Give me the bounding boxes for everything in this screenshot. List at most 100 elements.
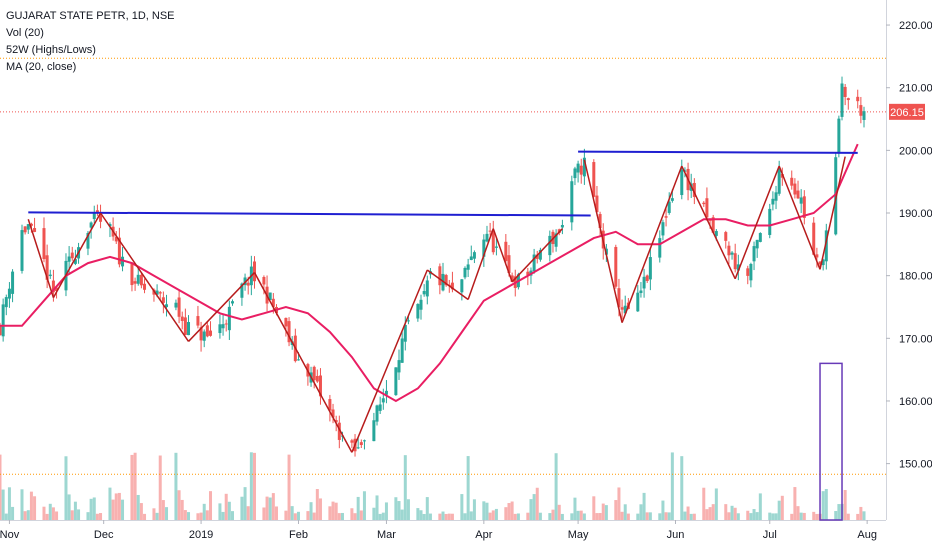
trendline[interactable] <box>681 165 736 280</box>
candle-body <box>406 320 410 322</box>
volume-bar <box>658 513 662 520</box>
trendline[interactable] <box>492 228 513 283</box>
legend-volume-indicator[interactable]: Vol (20) <box>6 27 44 39</box>
legend-symbol[interactable]: GUJARAT STATE PETR, 1D, NSE <box>6 10 175 22</box>
volume-bar <box>680 456 684 520</box>
trendline[interactable] <box>819 156 846 270</box>
volume-bar <box>224 493 228 520</box>
volume-bar <box>859 506 863 520</box>
candle-body <box>510 275 514 282</box>
volume-bar <box>774 513 778 520</box>
resistance-line[interactable] <box>578 150 858 154</box>
candle-body <box>790 177 794 186</box>
candle-body <box>724 232 728 241</box>
candle-body <box>252 261 256 282</box>
volume-bar <box>334 502 338 520</box>
trendline[interactable] <box>253 272 353 453</box>
trendline[interactable] <box>27 219 55 298</box>
volume-bar <box>268 497 272 520</box>
volume-bar <box>551 509 555 520</box>
volume-bar <box>180 499 184 520</box>
trendline[interactable] <box>511 228 563 283</box>
price-tick-label: 160.00 <box>899 396 932 408</box>
candle-body <box>108 224 112 227</box>
candle-body <box>859 105 863 116</box>
candle-body <box>670 198 674 201</box>
volume-bar <box>359 510 363 520</box>
candle-body <box>815 254 819 258</box>
volume-bar <box>177 490 181 520</box>
trendline[interactable] <box>621 165 683 323</box>
trendline[interactable] <box>99 212 190 342</box>
candle-body <box>658 238 662 258</box>
volume-bar <box>450 513 454 520</box>
trendline[interactable] <box>351 269 428 453</box>
volume-bar <box>265 496 269 520</box>
trendline[interactable] <box>187 272 256 342</box>
candle-body <box>526 271 530 276</box>
time-tick-label: Jul <box>763 529 777 541</box>
candle-body <box>268 292 272 301</box>
volume-bar <box>117 492 121 520</box>
candle-body <box>4 297 8 308</box>
volume-bar <box>284 510 288 520</box>
price-tick-label: 150.00 <box>899 459 932 471</box>
candle-body <box>460 279 464 293</box>
candle-body <box>312 366 316 381</box>
legend-highs-lows-indicator[interactable]: 52W (Highs/Lows) <box>6 44 96 56</box>
volume-bar <box>64 456 68 520</box>
volume-bar <box>705 509 709 520</box>
candle-body <box>648 257 652 280</box>
candle-body <box>488 230 492 232</box>
candle-body <box>425 280 429 297</box>
volume-bar <box>249 452 253 520</box>
trendline[interactable] <box>583 159 623 323</box>
resistance-line[interactable] <box>28 211 591 217</box>
legend-moving-average-indicator[interactable]: MA (20, close) <box>6 61 77 73</box>
candle-body <box>23 226 27 233</box>
volume-bar <box>749 513 753 520</box>
time-tick-label: Nov <box>0 529 20 541</box>
candle-body <box>240 283 244 298</box>
volume-bar <box>340 512 344 520</box>
volume-bar <box>526 512 530 520</box>
highlight-box[interactable] <box>819 362 843 521</box>
candle-body <box>843 86 847 98</box>
trendline[interactable] <box>426 269 469 301</box>
trendline[interactable] <box>52 212 102 298</box>
volume-bar <box>570 513 574 520</box>
candle-body <box>55 287 59 291</box>
candle-body <box>560 224 564 228</box>
volume-bar <box>834 511 838 520</box>
candle-body <box>444 275 448 286</box>
trendline[interactable] <box>734 165 780 280</box>
volume-bar <box>620 511 624 520</box>
candle-body <box>416 304 420 319</box>
volume-bar <box>403 455 407 520</box>
time-tick-label: May <box>568 529 589 541</box>
candle-body <box>645 275 649 281</box>
candle-body <box>419 299 423 310</box>
volume-bar <box>133 452 137 520</box>
volume-bar <box>48 503 52 520</box>
candle-body <box>840 83 844 117</box>
volume-bar <box>20 489 24 520</box>
volume-bar <box>777 500 781 520</box>
volume-bar <box>670 452 674 520</box>
candle-body <box>582 157 586 177</box>
volume-bar <box>843 489 847 520</box>
trendline[interactable] <box>467 228 494 300</box>
time-tick-label: 2019 <box>189 529 213 541</box>
volume-bar <box>152 508 156 520</box>
volume-bar <box>708 507 712 520</box>
volume-bar <box>727 512 731 520</box>
volume-bar <box>447 513 451 520</box>
candle-body <box>727 245 731 256</box>
price-tick-label: 210.00 <box>899 83 932 95</box>
candle-body <box>328 399 332 411</box>
trendline[interactable] <box>778 165 821 270</box>
candle-body <box>177 297 181 317</box>
candle-body <box>394 367 398 396</box>
volume-bar <box>99 513 103 520</box>
